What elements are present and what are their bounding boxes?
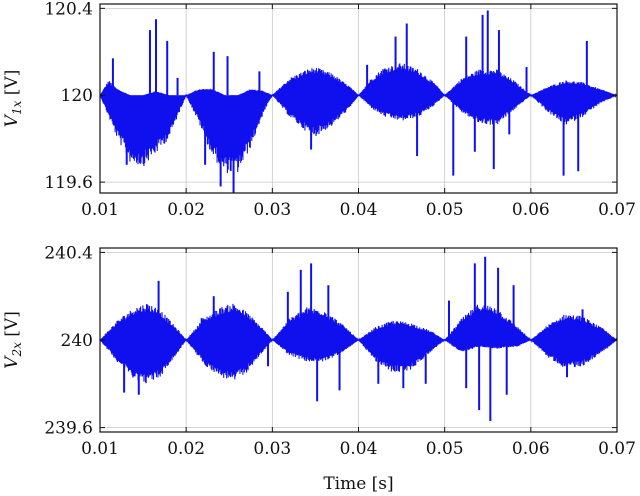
x-tick-label: 0.02 bbox=[167, 439, 205, 459]
y-tick-label: 120 bbox=[61, 86, 93, 106]
y-axis-label: V2x [V] bbox=[2, 311, 24, 369]
y-tick-label: 239.6 bbox=[44, 419, 93, 439]
x-tick-label: 0.04 bbox=[340, 439, 378, 459]
x-tick-label: 0.05 bbox=[426, 439, 464, 459]
signal-line bbox=[100, 63, 617, 174]
x-tick-label: 0.01 bbox=[81, 439, 119, 459]
y-axis-label-symbol: V bbox=[2, 355, 22, 369]
x-tick-label: 0.03 bbox=[253, 200, 291, 220]
x-axis-label: Time [s] bbox=[323, 474, 393, 494]
x-tick-label: 0.06 bbox=[512, 439, 550, 459]
signal-line bbox=[100, 303, 617, 384]
y-tick-label: 240 bbox=[61, 331, 93, 351]
y-axis-label-subscript: 1x bbox=[10, 100, 24, 115]
chart-panel-v2x: 0.01 0.02 0.03 0.04 0.05 0.06 0.07 239.6 240 240.… bbox=[2, 243, 636, 459]
x-tick-label: 0.03 bbox=[253, 439, 291, 459]
y-axis-label-unit: [V] bbox=[2, 70, 22, 101]
y-axis-label-symbol: V bbox=[2, 113, 22, 127]
y-tick-label: 119.6 bbox=[44, 173, 93, 193]
y-axis-label-unit: [V] bbox=[2, 311, 22, 342]
y-tick-label: 120.4 bbox=[44, 0, 93, 19]
chart-panel-v1x: 0.01 0.02 0.03 0.04 0.05 0.06 0.07 119.6 120 120.… bbox=[2, 0, 636, 220]
x-tick-label: 0.04 bbox=[340, 200, 378, 220]
y-axis-label: V1x [V] bbox=[2, 70, 24, 128]
y-axis-label-subscript: 2x bbox=[10, 342, 24, 358]
y-tick-label: 240.4 bbox=[44, 243, 93, 263]
x-tick-label: 0.05 bbox=[426, 200, 464, 220]
x-tick-label: 0.02 bbox=[167, 200, 205, 220]
x-tick-label: 0.06 bbox=[512, 200, 550, 220]
x-tick-label: 0.01 bbox=[81, 200, 119, 220]
x-tick-label: 0.07 bbox=[598, 200, 636, 220]
x-tick-label: 0.07 bbox=[598, 439, 636, 459]
